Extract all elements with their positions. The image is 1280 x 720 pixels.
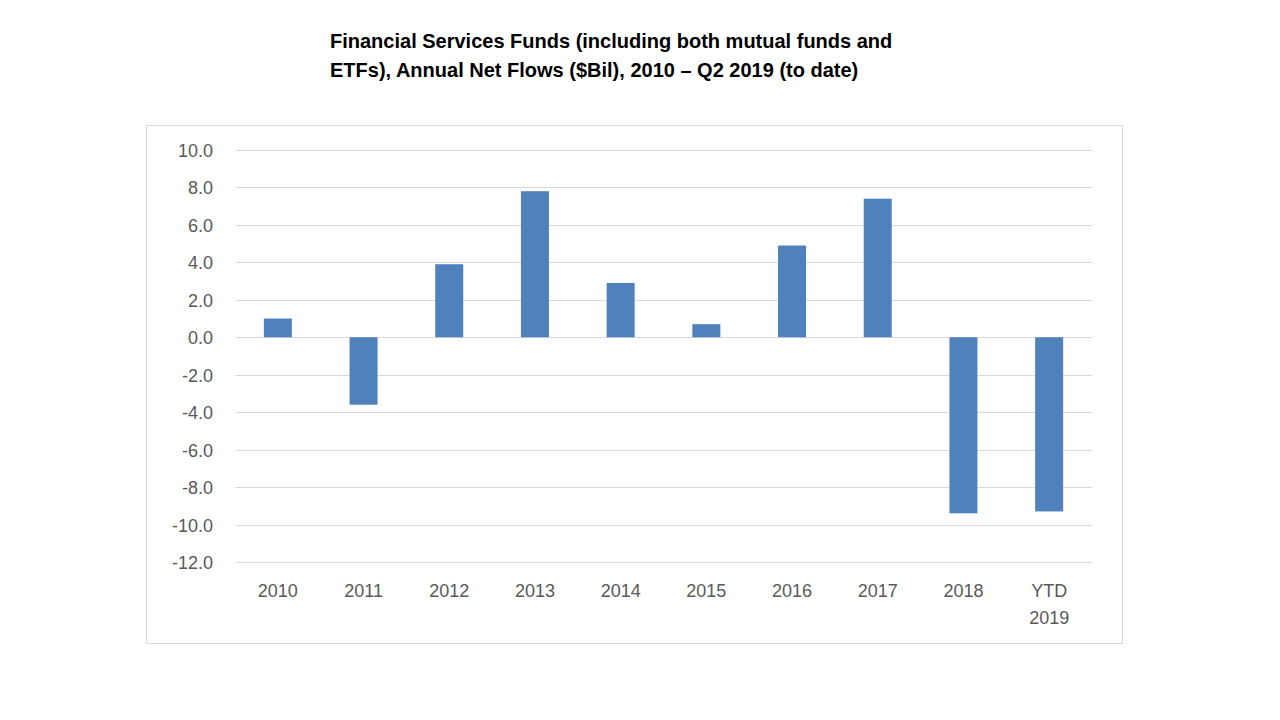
y-tick-label: -6.0	[182, 441, 213, 461]
grid-line	[235, 262, 1092, 263]
y-tick-label: 8.0	[188, 178, 213, 198]
x-tick-label: 2012	[429, 581, 469, 601]
bar	[692, 324, 720, 337]
grid-line	[235, 525, 1092, 526]
chart-svg: Financial Services Funds (including both…	[0, 0, 1280, 720]
y-tick-label: 4.0	[188, 253, 213, 273]
bar	[1035, 337, 1063, 511]
x-tick-label: 2016	[772, 581, 812, 601]
chart-title: Financial Services Funds (including both…	[330, 30, 892, 81]
y-tick-label: 2.0	[188, 291, 213, 311]
x-tick-label: 2018	[943, 581, 983, 601]
grid-line	[235, 150, 1092, 151]
y-tick-label: 6.0	[188, 216, 213, 236]
bar	[949, 337, 977, 513]
bar	[607, 283, 635, 337]
x-tick-label: 2011	[344, 581, 383, 601]
bar	[778, 246, 806, 338]
grid-line	[235, 562, 1092, 563]
bar	[264, 319, 292, 338]
chart-root: Financial Services Funds (including both…	[0, 0, 1280, 720]
x-tick-label: 2014	[601, 581, 641, 601]
y-tick-label: -10.0	[172, 516, 213, 536]
bar	[864, 199, 892, 338]
bar	[350, 337, 378, 404]
x-tick-label: 2013	[515, 581, 555, 601]
bar	[435, 264, 463, 337]
y-tick-label: -2.0	[182, 366, 213, 386]
y-tick-label: -4.0	[182, 403, 213, 423]
grid-line	[235, 300, 1092, 301]
x-tick-label: YTD2019	[1029, 581, 1069, 628]
y-tick-label: -12.0	[172, 553, 213, 573]
grid-line	[235, 187, 1092, 188]
x-tick-label: 2015	[686, 581, 726, 601]
bar	[521, 191, 549, 337]
y-tick-label: 0.0	[188, 328, 213, 348]
y-tick-label: 10.0	[178, 141, 213, 161]
grid-line	[235, 225, 1092, 226]
x-tick-label: 2010	[258, 581, 298, 601]
x-tick-label: 2017	[858, 581, 898, 601]
chart-frame	[147, 126, 1123, 644]
bars	[264, 191, 1063, 513]
y-tick-label: -8.0	[182, 478, 213, 498]
